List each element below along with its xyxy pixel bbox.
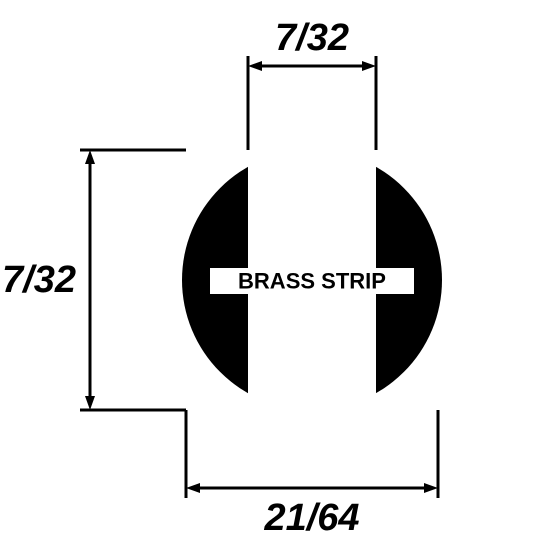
dim-top-label: 7/32 bbox=[275, 17, 349, 59]
dim-left-label: 7/32 bbox=[2, 259, 76, 301]
center-label: BRASS STRIP bbox=[238, 269, 386, 294]
dim-bottom-label: 21/64 bbox=[263, 497, 359, 539]
